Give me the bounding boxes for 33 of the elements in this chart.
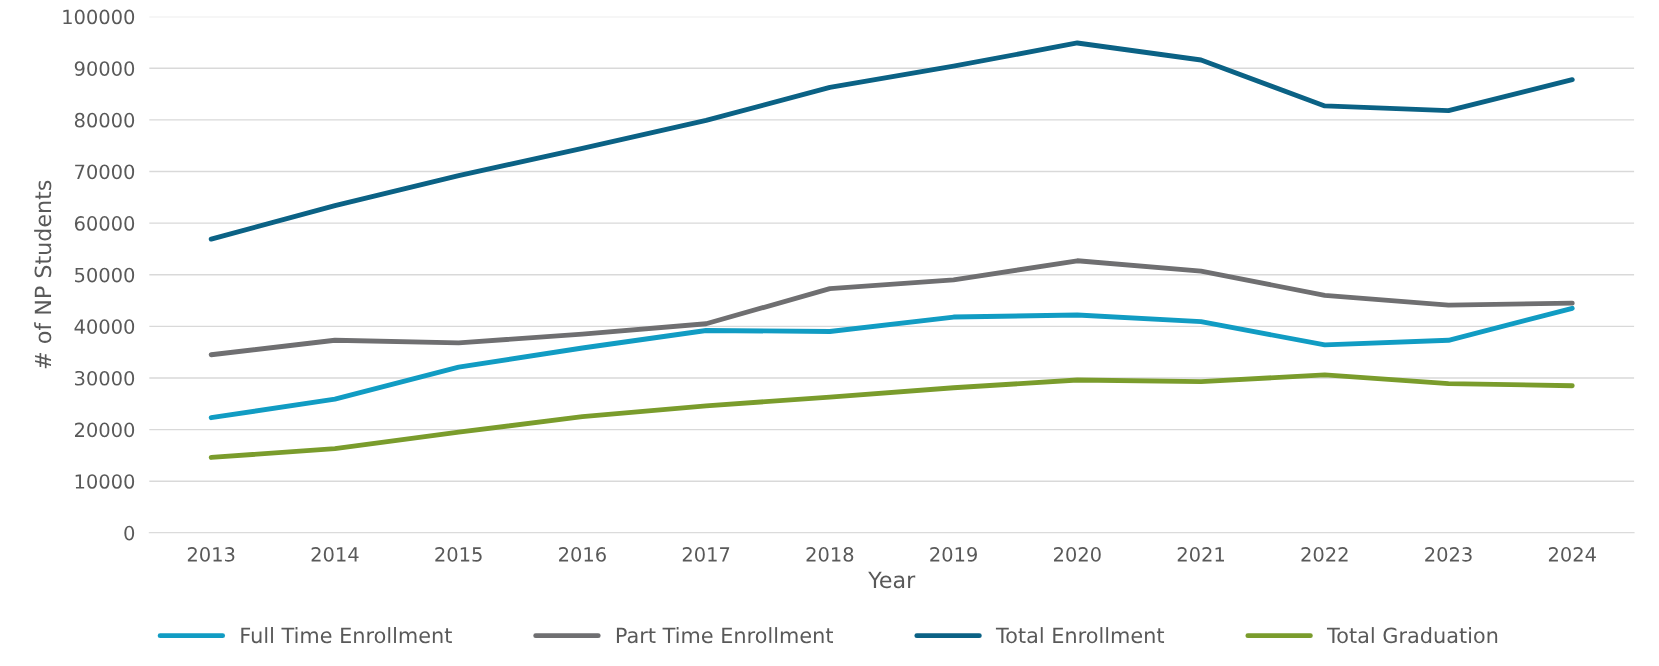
x-tick-label: 2019 (930, 547, 977, 562)
y-axis-title: # of NP Students (34, 180, 52, 369)
x-tick-label: 2016 (559, 547, 606, 562)
y-tick-label: 70000 (75, 164, 135, 180)
y-tick-label: 50000 (75, 267, 135, 283)
x-axis-title: Year (868, 571, 916, 589)
y-tick-label: 80000 (74, 112, 135, 128)
y-tick-label: 20000 (74, 422, 135, 438)
y-tick-label: 100000 (63, 9, 135, 25)
line-series (208, 258, 1575, 358)
legend-label: Full Time Enrollment (241, 627, 452, 644)
x-tick-label: 2023 (1425, 547, 1472, 562)
y-tick-label: 30000 (75, 370, 135, 386)
y-tick-label: 10000 (75, 474, 135, 489)
legend-label: Total Graduation (1326, 627, 1498, 644)
x-tick-label: 2021 (1177, 547, 1224, 562)
x-tick-label: 2018 (806, 547, 854, 562)
line-series (208, 372, 1575, 460)
legend-label: Total Enrollment (995, 627, 1165, 644)
x-tick-label: 2014 (311, 547, 359, 562)
y-tick-label: 90000 (74, 61, 135, 76)
y-tick-label: 60000 (74, 216, 135, 231)
x-tick-label: 2013 (187, 547, 235, 562)
line-series (208, 40, 1575, 242)
line-series (208, 305, 1575, 421)
x-tick-label: 2017 (682, 547, 730, 562)
x-tick-label: 2020 (1053, 547, 1101, 562)
legend-label: Part Time Enrollment (616, 627, 833, 644)
y-tick-label: 40000 (74, 319, 135, 334)
x-tick-label: 2022 (1301, 547, 1348, 562)
x-tick-label: 2024 (1548, 547, 1596, 562)
y-tick-label: 0 (124, 525, 135, 541)
x-tick-label: 2015 (435, 547, 482, 562)
